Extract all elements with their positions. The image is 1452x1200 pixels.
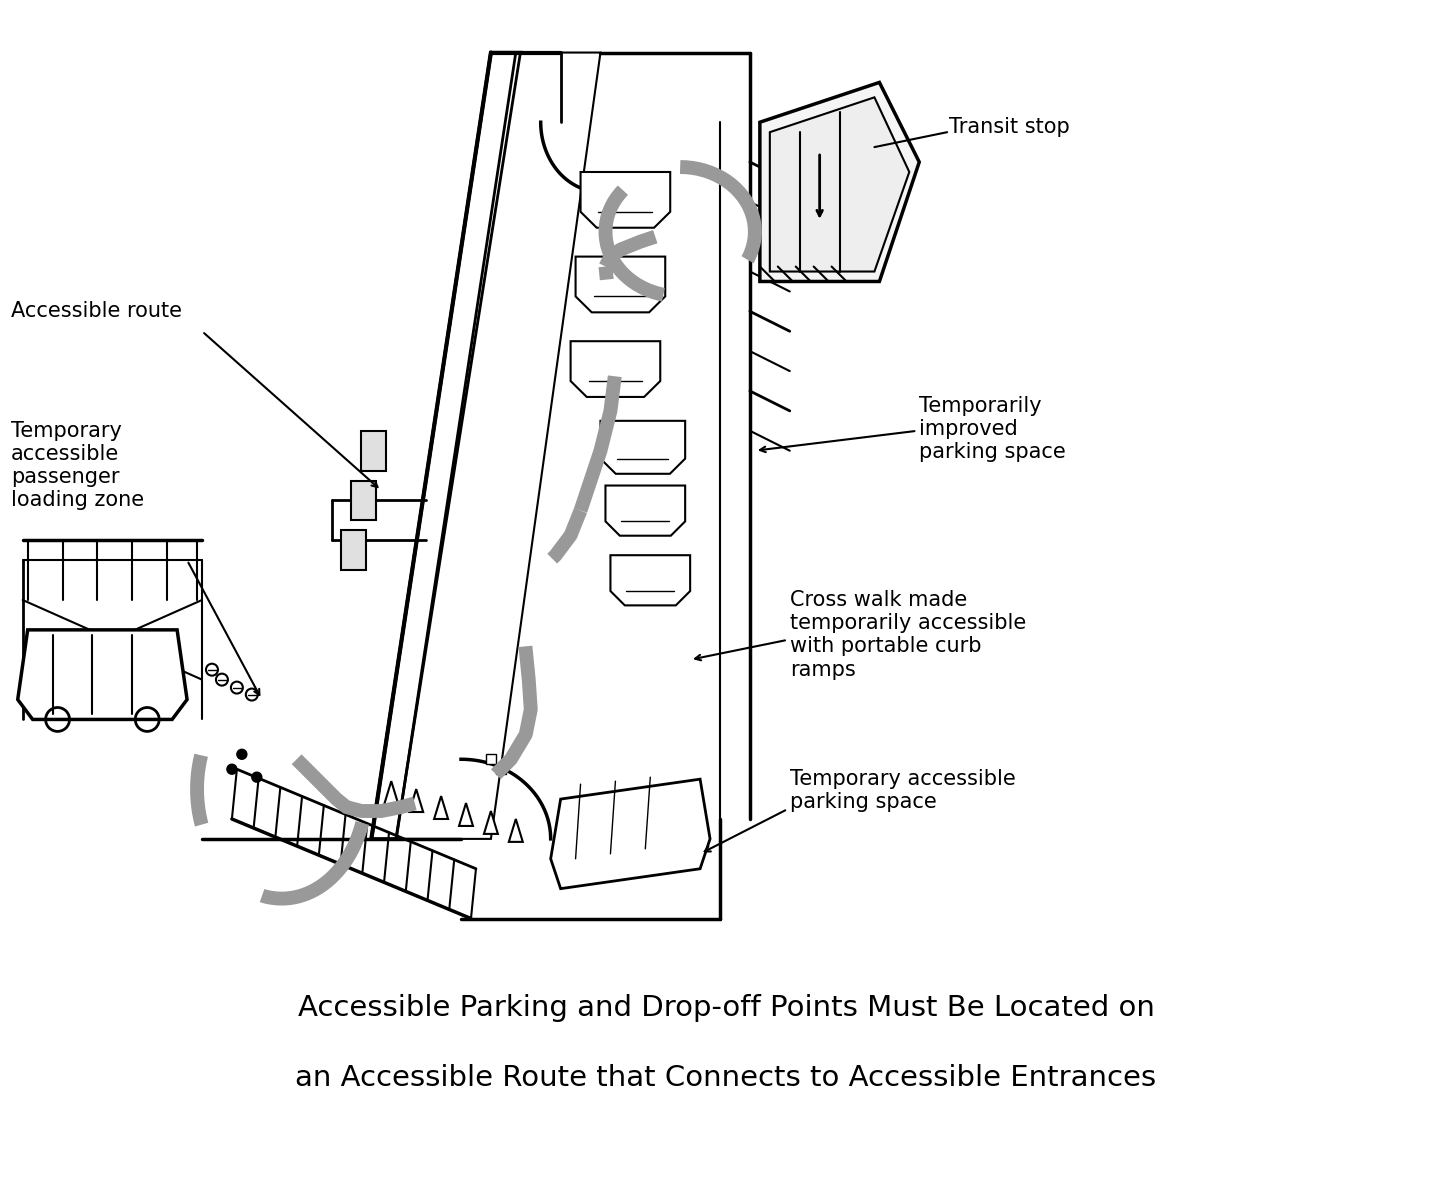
Polygon shape	[497, 764, 505, 774]
Polygon shape	[341, 530, 366, 570]
Polygon shape	[575, 257, 665, 312]
Text: Cross walk made
temporarily accessible
with portable curb
ramps: Cross walk made temporarily accessible w…	[790, 590, 1027, 679]
Polygon shape	[385, 781, 398, 804]
Polygon shape	[550, 779, 710, 889]
Text: Temporary
accessible
passenger
loading zone: Temporary accessible passenger loading z…	[10, 421, 144, 510]
Polygon shape	[508, 818, 523, 842]
Polygon shape	[601, 421, 685, 474]
Polygon shape	[605, 486, 685, 535]
Polygon shape	[759, 83, 919, 282]
Text: Transit stop: Transit stop	[950, 118, 1070, 137]
Text: Temporary accessible
parking space: Temporary accessible parking space	[790, 769, 1015, 812]
Polygon shape	[486, 755, 497, 764]
Polygon shape	[17, 630, 187, 720]
Polygon shape	[434, 796, 449, 818]
Circle shape	[227, 764, 237, 774]
Polygon shape	[571, 341, 661, 397]
Polygon shape	[396, 53, 601, 839]
Polygon shape	[610, 556, 690, 605]
Circle shape	[237, 749, 247, 760]
Text: Accessible route: Accessible route	[10, 301, 181, 322]
Polygon shape	[770, 97, 909, 271]
Polygon shape	[484, 811, 498, 834]
Polygon shape	[581, 172, 671, 228]
Polygon shape	[459, 803, 473, 826]
Circle shape	[251, 772, 261, 782]
Polygon shape	[362, 431, 386, 470]
Text: Temporarily
improved
parking space: Temporarily improved parking space	[919, 396, 1066, 462]
Polygon shape	[351, 480, 376, 521]
Text: Accessible Parking and Drop-off Points Must Be Located on: Accessible Parking and Drop-off Points M…	[298, 994, 1154, 1022]
Text: an Accessible Route that Connects to Accessible Entrances: an Accessible Route that Connects to Acc…	[295, 1063, 1157, 1092]
Polygon shape	[372, 53, 521, 839]
Polygon shape	[409, 790, 423, 812]
